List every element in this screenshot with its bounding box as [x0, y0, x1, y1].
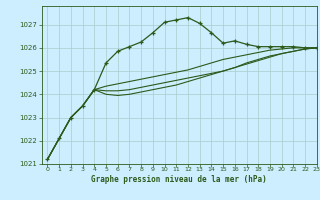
X-axis label: Graphe pression niveau de la mer (hPa): Graphe pression niveau de la mer (hPa)	[91, 175, 267, 184]
